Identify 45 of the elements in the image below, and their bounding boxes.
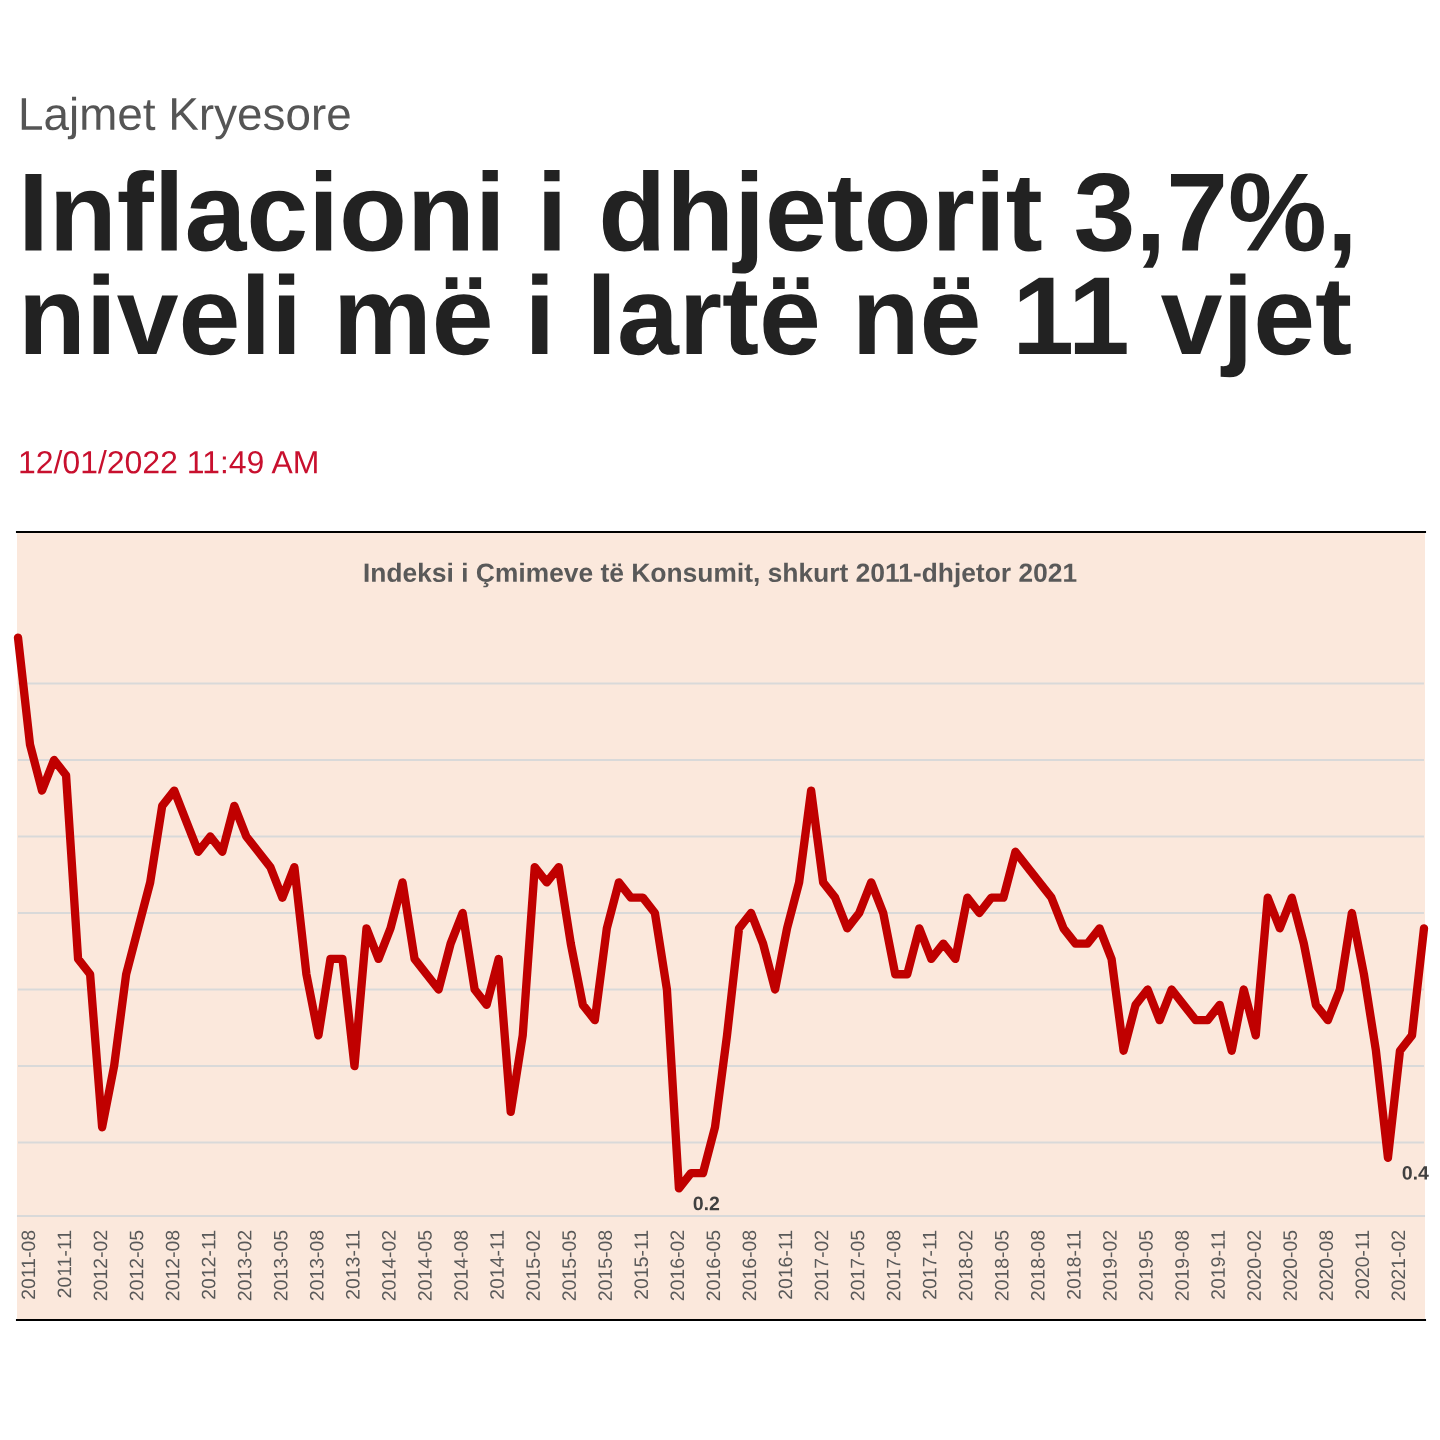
x-tick-label: 2015-05 xyxy=(562,1230,577,1301)
x-tick-label: 2020-08 xyxy=(1319,1230,1334,1301)
x-tick-label: 2012-08 xyxy=(165,1230,180,1301)
x-tick-label: 2018-11 xyxy=(1066,1230,1081,1299)
chart-subtitle: Indeksi i Çmimeve të Konsumit, shkurt 2011-dhjetor 2021 xyxy=(364,562,1077,588)
x-tick-label: 2019-08 xyxy=(1175,1230,1189,1301)
x-tick-label: 2021-02 xyxy=(1391,1230,1406,1301)
x-tick-label: 2018-02 xyxy=(958,1230,973,1301)
chart-title: Inflacioni i dhjetorit 3,7%, niveli më i lartë në 11 vjet xyxy=(25,170,1351,378)
x-tick-label: 2019-11 xyxy=(1211,1230,1225,1299)
x-tick-label: 2011-08 xyxy=(21,1230,36,1299)
x-tick-label: 2013-02 xyxy=(237,1230,252,1301)
x-tick-label: 2019-02 xyxy=(1103,1230,1117,1301)
x-tick-label: 2012-02 xyxy=(93,1230,108,1301)
x-tick-label: 2016-02 xyxy=(670,1230,685,1301)
x-tick-label: 2013-05 xyxy=(273,1230,288,1301)
x-tick-label: 2015-02 xyxy=(526,1230,540,1301)
x-tick-label: 2018-05 xyxy=(994,1230,1009,1301)
x-tick-label: 2012-11 xyxy=(201,1230,216,1299)
x-tick-label: 2015-08 xyxy=(598,1230,613,1301)
x-tick-label: 2017-08 xyxy=(886,1230,901,1301)
data-label: 0.2 xyxy=(693,1196,720,1211)
x-tick-label: 2013-11 xyxy=(345,1230,360,1299)
x-tick-label: 2013-08 xyxy=(309,1230,324,1301)
text: 12/01/2022 11:49 AM xyxy=(20,450,317,474)
x-tick-label: 2017-05 xyxy=(850,1230,865,1301)
x-tick-label: 2018-08 xyxy=(1030,1230,1045,1301)
x-tick-label: 2012-05 xyxy=(129,1230,144,1301)
x-tick-label: 2020-11 xyxy=(1355,1230,1370,1299)
x-tick-label: 2019-05 xyxy=(1139,1230,1153,1301)
x-tick-label: 2014-02 xyxy=(381,1230,396,1301)
x-tick-label: 2016-11 xyxy=(778,1230,793,1299)
x-tick-label: 2016-08 xyxy=(742,1230,757,1301)
x-tick-label: 2014-11 xyxy=(490,1230,504,1299)
x-tick-label: 2017-11 xyxy=(922,1230,937,1299)
x-tick-label: 2016-05 xyxy=(706,1230,721,1301)
x-tick-label: 2020-02 xyxy=(1247,1230,1261,1301)
x-tick-label: 2014-05 xyxy=(418,1230,432,1301)
x-tick-label: 2020-05 xyxy=(1283,1230,1298,1301)
x-tick-label: 2011-11 xyxy=(57,1230,72,1298)
text: Lajmet Kryesore xyxy=(21,96,350,140)
x-tick-label: 2015-11 xyxy=(634,1230,649,1299)
x-tick-label: 2014-08 xyxy=(454,1230,468,1301)
x-tick-label: 2017-02 xyxy=(814,1230,829,1301)
data-label: 0.4 xyxy=(1402,1165,1429,1180)
